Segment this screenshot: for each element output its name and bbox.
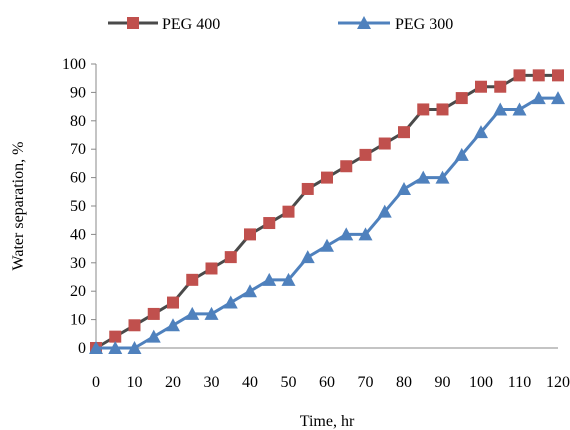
y-tick-label: 70 [70,141,86,158]
x-tick-label: 100 [469,374,493,391]
data-point [455,92,468,105]
x-tick-label: 50 [281,374,297,391]
x-tick-label: 20 [165,374,181,391]
data-point [398,126,410,139]
legend: PEG 400 PEG 300 [108,16,453,33]
data-point [417,103,430,116]
data-point [128,319,141,332]
data-point [340,160,353,173]
legend-marker-peg-300 [357,16,371,29]
data-point [454,147,469,161]
x-tick-label: 120 [546,374,570,391]
data-point [301,182,314,195]
x-tick-label: 60 [319,374,335,391]
data-point [109,330,122,343]
data-point [552,69,564,82]
data-point [204,306,219,320]
x-tick-label: 0 [92,374,100,391]
y-tick-label: 0 [78,340,86,357]
x-tick-label: 90 [435,374,451,391]
x-axis-title: Time, hr [300,413,355,430]
data-point [531,91,546,105]
data-point [494,80,507,93]
y-tick-label: 100 [62,56,86,73]
y-tick-label: 90 [70,84,86,101]
data-point [223,295,238,309]
data-point [263,217,276,230]
data-point [377,204,392,218]
data-point [551,91,565,105]
axes: 0 10 20 30 40 50 60 70 80 90 100 0 10 20 30 40 50 60 70 80… [62,56,570,391]
y-tick-label: 50 [70,198,86,215]
data-point [475,80,487,93]
data-point [359,148,372,161]
data-point [281,272,296,286]
x-axis-ticks: 0 10 20 30 40 50 60 70 80 90 100 110 120 [92,374,570,391]
data-point [147,307,160,320]
data-point [166,318,180,332]
data-point [262,272,277,286]
data-point [167,296,179,309]
y-tick-label: 10 [70,312,86,329]
legend-label-peg-400: PEG 400 [162,16,220,33]
legend-label-peg-300: PEG 300 [395,16,453,33]
legend-marker-peg-400 [127,17,139,29]
data-point [320,238,334,252]
data-point [474,125,488,139]
data-point [186,273,199,286]
x-tick-label: 80 [396,374,412,391]
series-peg-300 [89,91,565,354]
data-point [185,306,200,320]
y-tick-label: 60 [70,170,86,187]
data-point [416,170,431,184]
data-point [532,69,545,82]
y-tick-label: 40 [70,226,86,243]
y-tick-label: 30 [70,255,86,272]
series-peg-400 [90,69,564,354]
series-line-peg-300 [96,96,558,350]
data-point [397,181,411,195]
x-tick-label: 110 [508,374,531,391]
data-point [108,341,123,354]
x-tick-label: 10 [127,374,143,391]
y-axis-title: Water separation, % [10,142,27,271]
data-point [378,137,391,150]
data-point [224,251,237,264]
series-line-peg-400 [95,73,558,350]
x-tick-label: 30 [204,374,220,391]
y-tick-label: 20 [70,283,86,300]
data-point [512,102,527,116]
x-tick-label: 70 [358,374,374,391]
data-point [243,284,257,298]
data-point [205,262,218,275]
data-point [358,227,373,241]
data-point [321,171,333,184]
data-point [513,69,526,82]
data-point [339,227,354,241]
data-point [436,103,449,116]
data-point [435,170,450,184]
series-layer [89,69,565,354]
y-tick-label: 80 [70,113,86,130]
data-point [244,228,256,241]
data-point [89,341,103,354]
x-tick-label: 40 [242,374,258,391]
data-point [493,102,508,116]
data-point [300,250,315,264]
data-point [127,341,142,354]
data-point [282,205,295,218]
data-point [146,329,161,343]
y-axis-ticks: 0 10 20 30 40 50 60 70 80 90 100 [62,56,96,357]
